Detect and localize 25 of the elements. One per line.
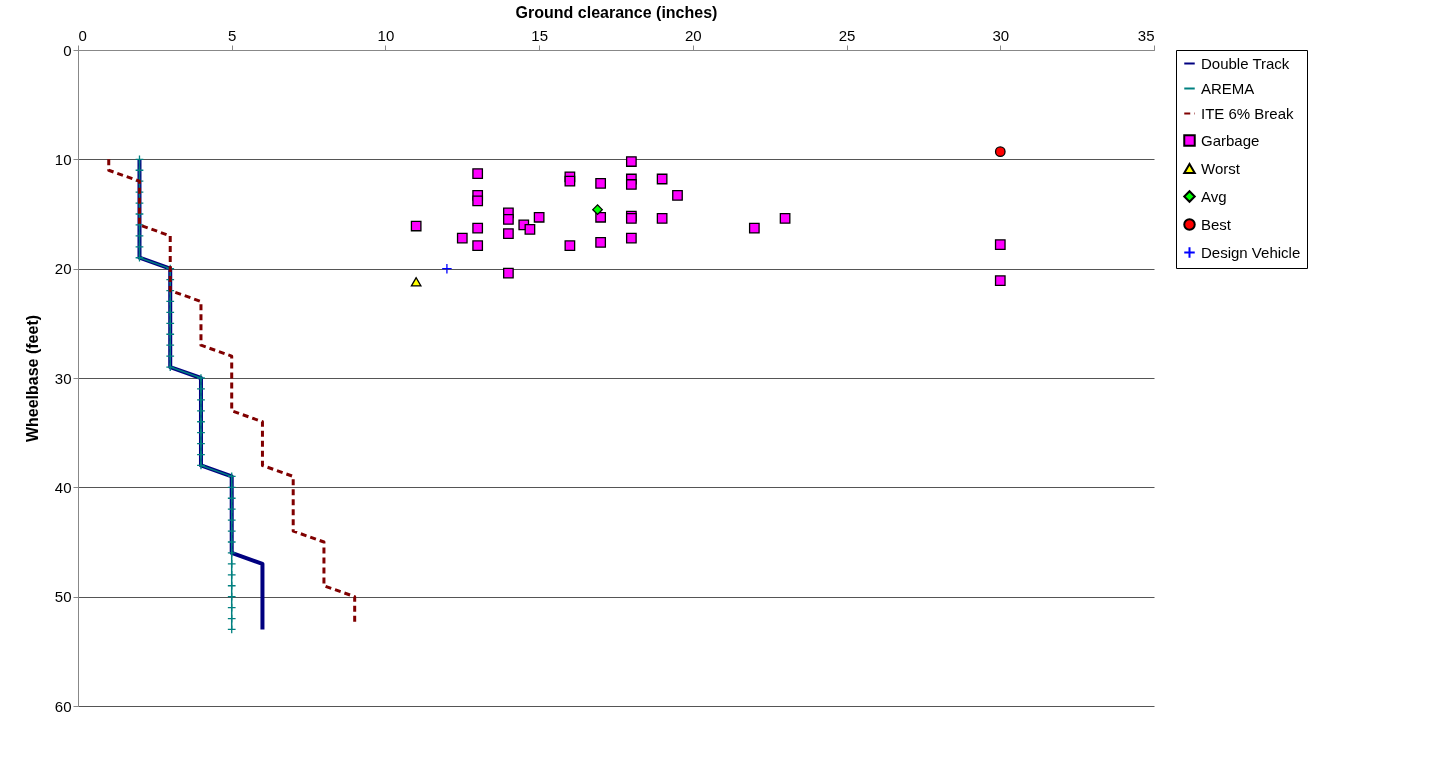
x-tick-label: 0 <box>78 26 87 44</box>
legend-label: Worst <box>1201 159 1241 177</box>
x-tick-label: 25 <box>838 26 856 44</box>
y-tick-label: 50 <box>54 588 72 606</box>
y-tick-label: 20 <box>54 260 72 278</box>
x-axis-title: Ground clearance (inches) <box>515 3 718 21</box>
x-tick-label: 10 <box>377 26 395 44</box>
y-tick-label: 30 <box>54 369 72 387</box>
y-tick-label: 0 <box>63 41 72 59</box>
legend-label: Design Vehicle <box>1201 243 1301 261</box>
x-tick-label: 20 <box>685 26 702 44</box>
x-tick-label: 5 <box>228 26 237 44</box>
y-tick-label: 10 <box>54 150 72 168</box>
legend-label: AREMA <box>1201 79 1255 97</box>
legend-label: Best <box>1201 215 1232 233</box>
y-tick-label: 40 <box>54 478 72 496</box>
legend-label: Garbage <box>1201 131 1260 149</box>
legend-label: Avg <box>1201 187 1227 205</box>
x-tick-label: 15 <box>531 26 548 44</box>
y-axis-title: Wheelbase (feet) <box>23 314 41 443</box>
legend-label: Double Track <box>1201 54 1290 72</box>
x-tick-label: 30 <box>992 26 1010 44</box>
legend-label: ITE 6% Break <box>1201 104 1295 122</box>
x-tick-label: 35 <box>1137 26 1155 44</box>
y-tick-label: 60 <box>54 697 72 715</box>
